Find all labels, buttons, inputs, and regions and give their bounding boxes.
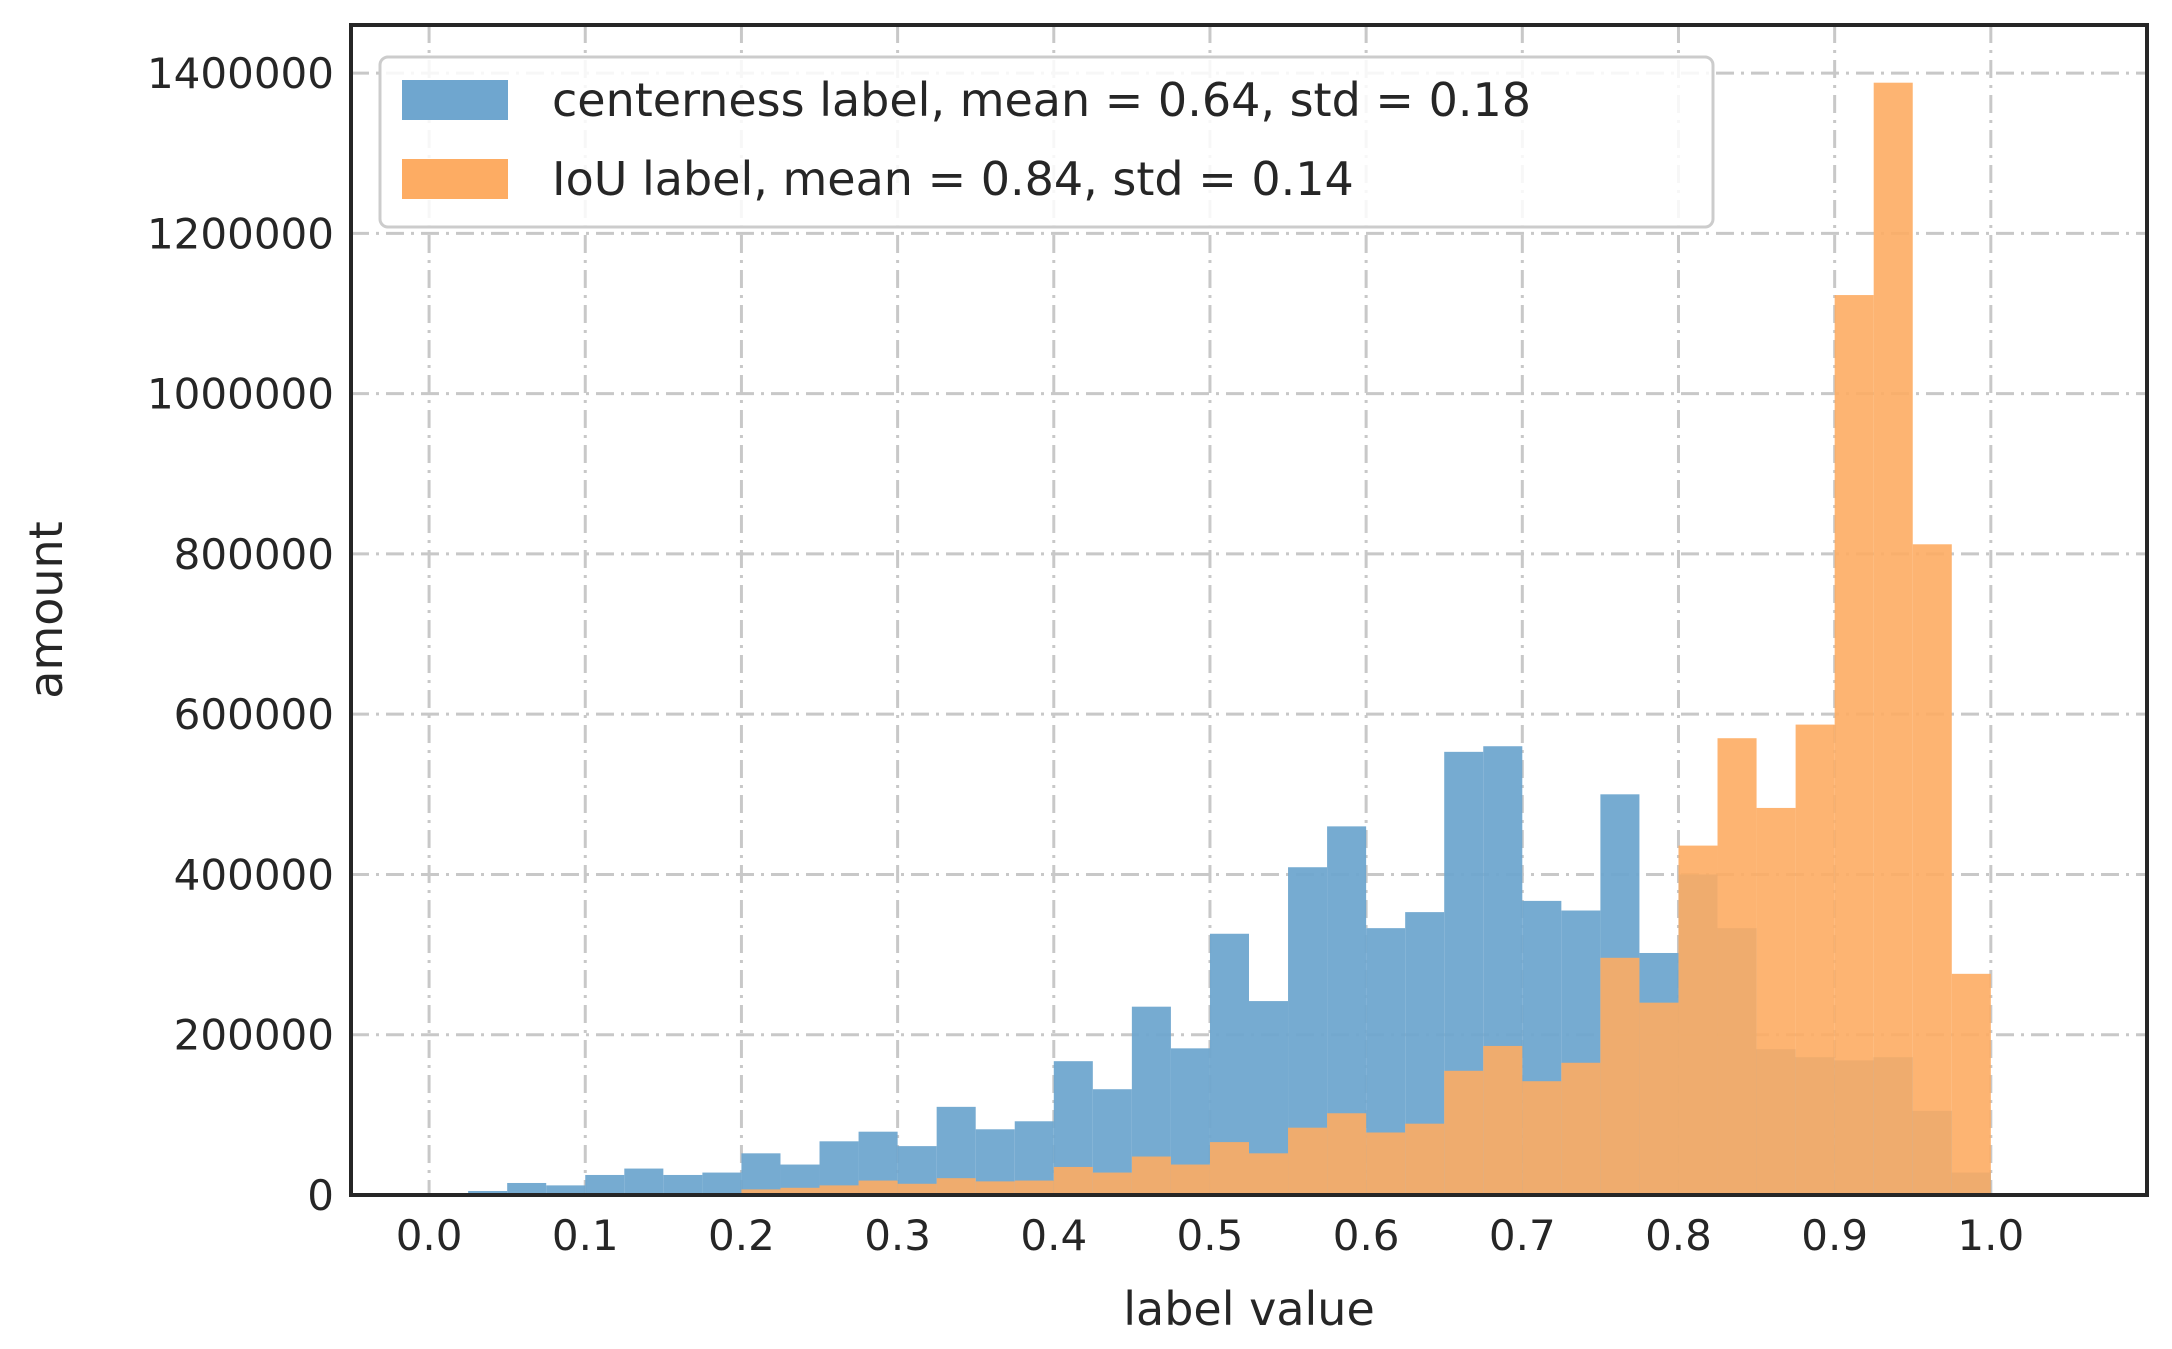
y-tick-label: 1400000 [147,49,334,98]
iou-bar [1795,724,1835,1195]
y-tick-label: 600000 [174,690,334,739]
x-tick-label: 1.0 [1957,1211,2024,1260]
iou-bar [1249,1153,1289,1195]
legend: centerness label, mean = 0.64, std = 0.1… [378,55,1715,229]
iou-bar [1951,973,1991,1195]
iou-bar [1327,1113,1367,1195]
iou-bar [858,1180,898,1195]
centerness-bar [702,1172,742,1195]
x-tick-label: 0.5 [1177,1211,1244,1260]
y-tick-label: 1200000 [147,209,334,258]
iou-bar [1600,957,1640,1195]
x-tick-label: 0.6 [1333,1211,1400,1260]
x-tick-label: 0.4 [1020,1211,1087,1260]
iou-bar [1131,1156,1171,1195]
y-tick-label: 0 [307,1171,334,1220]
centerness-bar [546,1185,586,1195]
iou-bar [1209,1142,1249,1195]
iou-bar [1053,1166,1093,1195]
centerness-bar [507,1182,547,1195]
iou-bar [1678,845,1718,1195]
iou-bar [1483,1045,1523,1195]
iou-bars [741,82,1991,1196]
x-tick-label: 0.2 [708,1211,775,1260]
centerness-bar [741,1153,781,1195]
iou-bar [1756,807,1796,1195]
iou-bar [1639,1002,1679,1195]
iou-bar [1366,1132,1406,1195]
iou-bar [936,1178,976,1195]
centerness-bar [585,1174,625,1195]
iou-bar [1014,1180,1054,1195]
x-tick-label: 0.7 [1489,1211,1556,1260]
legend-box [378,55,1715,229]
iou-bar [741,1189,781,1195]
iou-bar [1912,544,1952,1195]
legend-label-iou: IoU label, mean = 0.84, std = 0.14 [552,152,1354,206]
x-tick-label: 0.1 [552,1211,619,1260]
iou-bar [1092,1172,1132,1195]
y-tick-label: 400000 [174,850,334,899]
plot-frame [349,23,2149,1197]
y-tick-label: 800000 [174,530,334,579]
iou-bar [1717,738,1757,1195]
iou-bar [1873,82,1913,1196]
x-tick-label: 0.9 [1801,1211,1868,1260]
y-axis-label: amount [19,521,73,699]
iou-bar [1834,295,1874,1195]
x-tick-labels: 0.0 0.1 0.2 0.3 0.4 0.5 0.6 0.7 0.8 0.9 1.0 [396,1211,2025,1260]
iou-bar [1522,1081,1562,1195]
x-tick-label: 0.3 [864,1211,931,1260]
legend-label-centerness: centerness label, mean = 0.64, std = 0.1… [552,73,1531,127]
legend-swatch-centerness [402,80,508,120]
iou-bar [1288,1127,1328,1195]
iou-bar [897,1183,937,1195]
centerness-bar [624,1168,664,1195]
legend-swatch-iou [402,159,508,199]
y-tick-label: 1000000 [147,370,334,419]
centerness-bar [663,1174,703,1195]
iou-bar [1170,1164,1210,1195]
iou-bar [780,1187,820,1195]
x-tick-label: 0.8 [1645,1211,1712,1260]
iou-bar [1561,1062,1601,1195]
iou-bar [819,1185,859,1195]
iou-bar [975,1181,1015,1195]
y-tick-labels: 0 200000 400000 600000 800000 1000000 1200000 1… [147,49,334,1220]
x-tick-label: 0.0 [396,1211,463,1260]
x-axis-label: label value [1123,1282,1375,1336]
y-tick-label: 200000 [174,1011,334,1060]
iou-bar [1444,1070,1484,1195]
iou-bar [1405,1123,1445,1195]
centerness-bar [468,1190,508,1195]
